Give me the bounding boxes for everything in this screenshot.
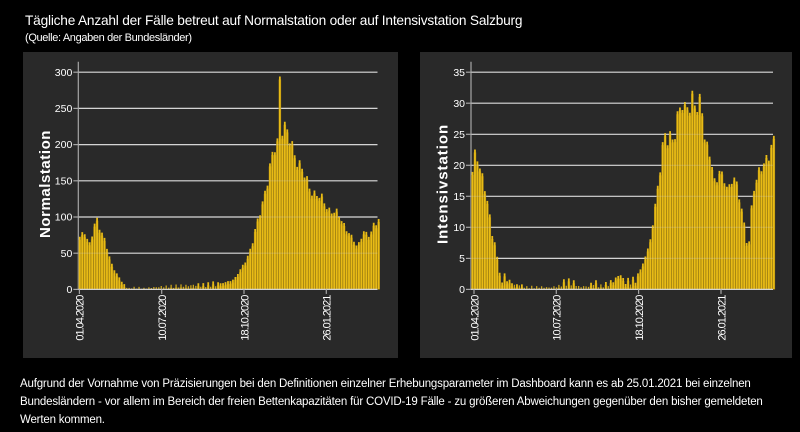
svg-text:25: 25 (453, 129, 465, 141)
svg-text:Intensivstation: Intensivstation (435, 124, 452, 244)
svg-text:Normalstation: Normalstation (37, 130, 54, 238)
svg-text:30: 30 (453, 98, 465, 110)
svg-text:150: 150 (55, 175, 73, 187)
svg-text:18.10.2020: 18.10.2020 (634, 295, 646, 341)
svg-text:18.10.2020: 18.10.2020 (239, 295, 251, 341)
svg-text:26.01.2021: 26.01.2021 (716, 295, 728, 341)
svg-text:10: 10 (453, 222, 465, 234)
svg-text:0: 0 (66, 284, 72, 296)
svg-text:200: 200 (55, 139, 73, 151)
svg-text:250: 250 (55, 103, 73, 115)
svg-text:20: 20 (453, 160, 465, 172)
svg-text:10.07.2020: 10.07.2020 (157, 295, 169, 341)
svg-text:5: 5 (459, 253, 465, 265)
svg-text:50: 50 (61, 248, 73, 260)
svg-text:01.04.2020: 01.04.2020 (469, 295, 481, 341)
svg-text:35: 35 (453, 67, 465, 79)
svg-text:15: 15 (453, 191, 465, 203)
svg-text:300: 300 (55, 67, 73, 79)
svg-text:26.01.2021: 26.01.2021 (322, 295, 334, 341)
svg-text:10.07.2020: 10.07.2020 (552, 295, 564, 341)
svg-text:01.04.2020: 01.04.2020 (75, 295, 87, 341)
svg-text:0: 0 (459, 284, 465, 296)
svg-text:100: 100 (55, 212, 73, 224)
